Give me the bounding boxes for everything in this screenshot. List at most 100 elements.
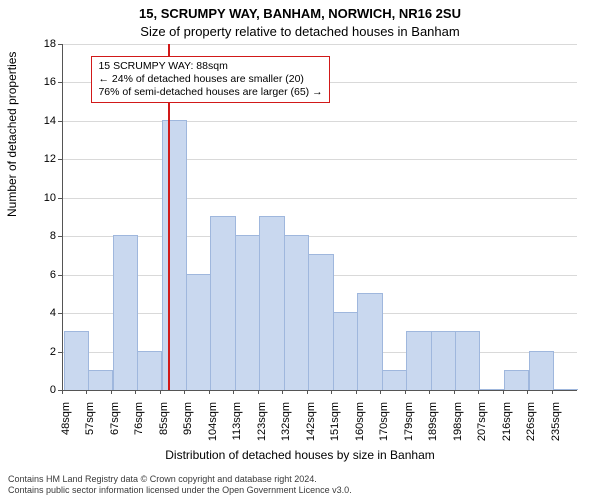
x-tick-mark <box>111 390 112 394</box>
x-tick-label: 132sqm <box>280 402 292 450</box>
x-axis-label: Distribution of detached houses by size … <box>0 448 600 462</box>
x-tick-mark <box>282 390 283 394</box>
histogram-bar <box>480 389 505 390</box>
x-tick-mark <box>233 390 234 394</box>
y-tick-label: 6 <box>26 269 56 281</box>
x-tick-label: 226sqm <box>525 402 537 450</box>
annotation-line: ← 24% of detached houses are smaller (20… <box>98 73 322 86</box>
gridline <box>63 44 577 45</box>
footer-line-2: Contains public sector information licen… <box>8 485 592 496</box>
y-tick-mark <box>58 198 62 199</box>
y-tick-mark <box>58 236 62 237</box>
y-tick-label: 2 <box>26 346 56 358</box>
annotation-line: 15 SCRUMPY WAY: 88sqm <box>98 60 322 73</box>
x-tick-label: 142sqm <box>305 402 317 450</box>
x-tick-mark <box>135 390 136 394</box>
y-axis-label: Number of detached properties <box>5 52 19 217</box>
x-tick-label: 67sqm <box>109 402 121 450</box>
x-tick-mark <box>209 390 210 394</box>
y-tick-label: 16 <box>26 76 56 88</box>
histogram-bar <box>259 216 284 390</box>
x-tick-label: 76sqm <box>133 402 145 450</box>
x-tick-label: 207sqm <box>476 402 488 450</box>
histogram-bar <box>186 274 211 390</box>
histogram-bar <box>382 370 407 390</box>
y-tick-mark <box>58 275 62 276</box>
x-tick-mark <box>503 390 504 394</box>
chart-footer: Contains HM Land Registry data © Crown c… <box>8 474 592 496</box>
histogram-bar <box>455 331 480 390</box>
x-tick-label: 48sqm <box>60 402 72 450</box>
x-tick-mark <box>478 390 479 394</box>
x-tick-mark <box>160 390 161 394</box>
x-tick-mark <box>380 390 381 394</box>
histogram-bar <box>88 370 113 390</box>
histogram-bar <box>406 331 431 390</box>
y-tick-label: 10 <box>26 192 56 204</box>
y-tick-label: 0 <box>26 384 56 396</box>
histogram-bar <box>284 235 309 390</box>
x-tick-label: 85sqm <box>158 402 170 450</box>
histogram-bar <box>64 331 89 390</box>
gridline <box>63 121 577 122</box>
annotation-line: 76% of semi-detached houses are larger (… <box>98 86 322 99</box>
x-tick-label: 160sqm <box>354 402 366 450</box>
x-tick-mark <box>429 390 430 394</box>
x-tick-mark <box>307 390 308 394</box>
y-tick-mark <box>58 44 62 45</box>
y-tick-mark <box>58 121 62 122</box>
y-tick-mark <box>58 352 62 353</box>
histogram-bar <box>113 235 138 390</box>
y-tick-mark <box>58 159 62 160</box>
histogram-bar <box>431 331 456 390</box>
gridline <box>63 198 577 199</box>
y-tick-mark <box>58 313 62 314</box>
chart-address-title: 15, SCRUMPY WAY, BANHAM, NORWICH, NR16 2… <box>0 6 600 21</box>
x-tick-label: 189sqm <box>427 402 439 450</box>
chart-subtitle: Size of property relative to detached ho… <box>0 24 600 39</box>
x-tick-label: 216sqm <box>501 402 513 450</box>
histogram-bar <box>333 312 358 390</box>
histogram-bar <box>235 235 260 390</box>
x-tick-label: 235sqm <box>550 402 562 450</box>
x-tick-label: 179sqm <box>403 402 415 450</box>
histogram-bar <box>210 216 235 390</box>
histogram-bar <box>529 351 554 390</box>
histogram-bar <box>504 370 529 390</box>
x-tick-label: 123sqm <box>256 402 268 450</box>
x-tick-label: 104sqm <box>207 402 219 450</box>
x-tick-mark <box>331 390 332 394</box>
x-tick-mark <box>356 390 357 394</box>
histogram-bar <box>553 389 578 390</box>
footer-line-1: Contains HM Land Registry data © Crown c… <box>8 474 592 485</box>
x-tick-mark <box>62 390 63 394</box>
gridline <box>63 159 577 160</box>
histogram-bar <box>137 351 162 390</box>
x-tick-mark <box>258 390 259 394</box>
y-tick-label: 14 <box>26 115 56 127</box>
histogram-bar <box>308 254 333 390</box>
property-size-chart: 15, SCRUMPY WAY, BANHAM, NORWICH, NR16 2… <box>0 0 600 500</box>
x-tick-label: 170sqm <box>378 402 390 450</box>
x-tick-label: 198sqm <box>452 402 464 450</box>
plot-area: 15 SCRUMPY WAY: 88sqm← 24% of detached h… <box>62 44 577 391</box>
x-tick-mark <box>552 390 553 394</box>
histogram-bar <box>357 293 382 390</box>
y-tick-label: 18 <box>26 38 56 50</box>
x-tick-label: 57sqm <box>84 402 96 450</box>
histogram-bar <box>162 120 187 390</box>
x-tick-mark <box>454 390 455 394</box>
y-tick-mark <box>58 82 62 83</box>
x-tick-mark <box>184 390 185 394</box>
annotation-callout: 15 SCRUMPY WAY: 88sqm← 24% of detached h… <box>91 56 329 103</box>
x-tick-label: 113sqm <box>231 402 243 450</box>
gridline <box>63 236 577 237</box>
x-tick-label: 95sqm <box>182 402 194 450</box>
x-tick-label: 151sqm <box>329 402 341 450</box>
y-tick-label: 8 <box>26 230 56 242</box>
y-tick-label: 4 <box>26 307 56 319</box>
y-tick-label: 12 <box>26 153 56 165</box>
x-tick-mark <box>527 390 528 394</box>
x-tick-mark <box>405 390 406 394</box>
x-tick-mark <box>86 390 87 394</box>
